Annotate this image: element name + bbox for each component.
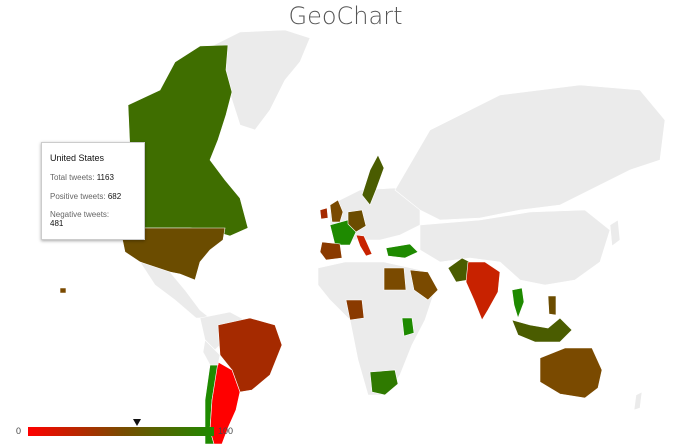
region-kenya[interactable] [401, 317, 415, 337]
country-tooltip: United States Total tweets: 1163 Positiv… [41, 142, 145, 240]
region-spain[interactable] [319, 241, 343, 261]
region-united-kingdom[interactable] [329, 199, 344, 223]
region-indonesia[interactable] [511, 317, 573, 343]
tooltip-total-row: Total tweets: 1163 [50, 173, 114, 182]
region-peru[interactable] [202, 339, 221, 366]
region-nigeria[interactable] [345, 299, 365, 321]
chart-title: GeoChart [288, 2, 403, 30]
tooltip-positive-value: 682 [107, 192, 122, 201]
region-india[interactable] [465, 261, 501, 321]
region-brazil[interactable] [217, 317, 283, 393]
tooltip-total-label: Total tweets: [50, 173, 95, 182]
region-ireland[interactable] [319, 207, 329, 220]
tooltip-negative-label: Negative tweets: [50, 210, 110, 219]
region-africa-other[interactable] [317, 261, 436, 396]
tooltip-negative-value: 481 [50, 219, 64, 228]
region-australia[interactable] [539, 347, 603, 399]
region-japan[interactable] [609, 219, 621, 247]
tooltip-total-value: 1163 [96, 173, 114, 182]
region-new-zealand[interactable] [633, 391, 643, 411]
region-hawaii[interactable] [59, 287, 67, 294]
tooltip-positive-label: Positive tweets: [50, 192, 106, 201]
region-italy[interactable] [355, 234, 373, 257]
region-russia[interactable] [394, 84, 666, 221]
legend-color-bar [28, 427, 214, 436]
region-sweden[interactable] [361, 154, 385, 206]
tooltip-negative-row: Negative tweets: 481 [50, 210, 109, 228]
legend-marker-icon [132, 419, 141, 426]
tooltip-positive-row: Positive tweets: 682 [50, 192, 121, 201]
region-philippines[interactable] [547, 295, 557, 316]
region-egypt[interactable] [383, 267, 407, 291]
region-france[interactable] [329, 219, 357, 246]
region-argentina[interactable] [209, 361, 241, 445]
region-south-africa[interactable] [369, 369, 399, 396]
region-thailand[interactable] [511, 287, 525, 319]
legend-min-label: 0 [16, 426, 22, 436]
region-saudi-arabia[interactable] [409, 269, 439, 301]
region-united-states[interactable] [119, 227, 226, 281]
region-asia-other[interactable] [419, 209, 611, 286]
region-turkey[interactable] [385, 243, 419, 259]
tooltip-country-name: United States [50, 153, 105, 163]
legend-max-label: 100 [218, 426, 234, 436]
region-germany[interactable] [347, 209, 367, 233]
